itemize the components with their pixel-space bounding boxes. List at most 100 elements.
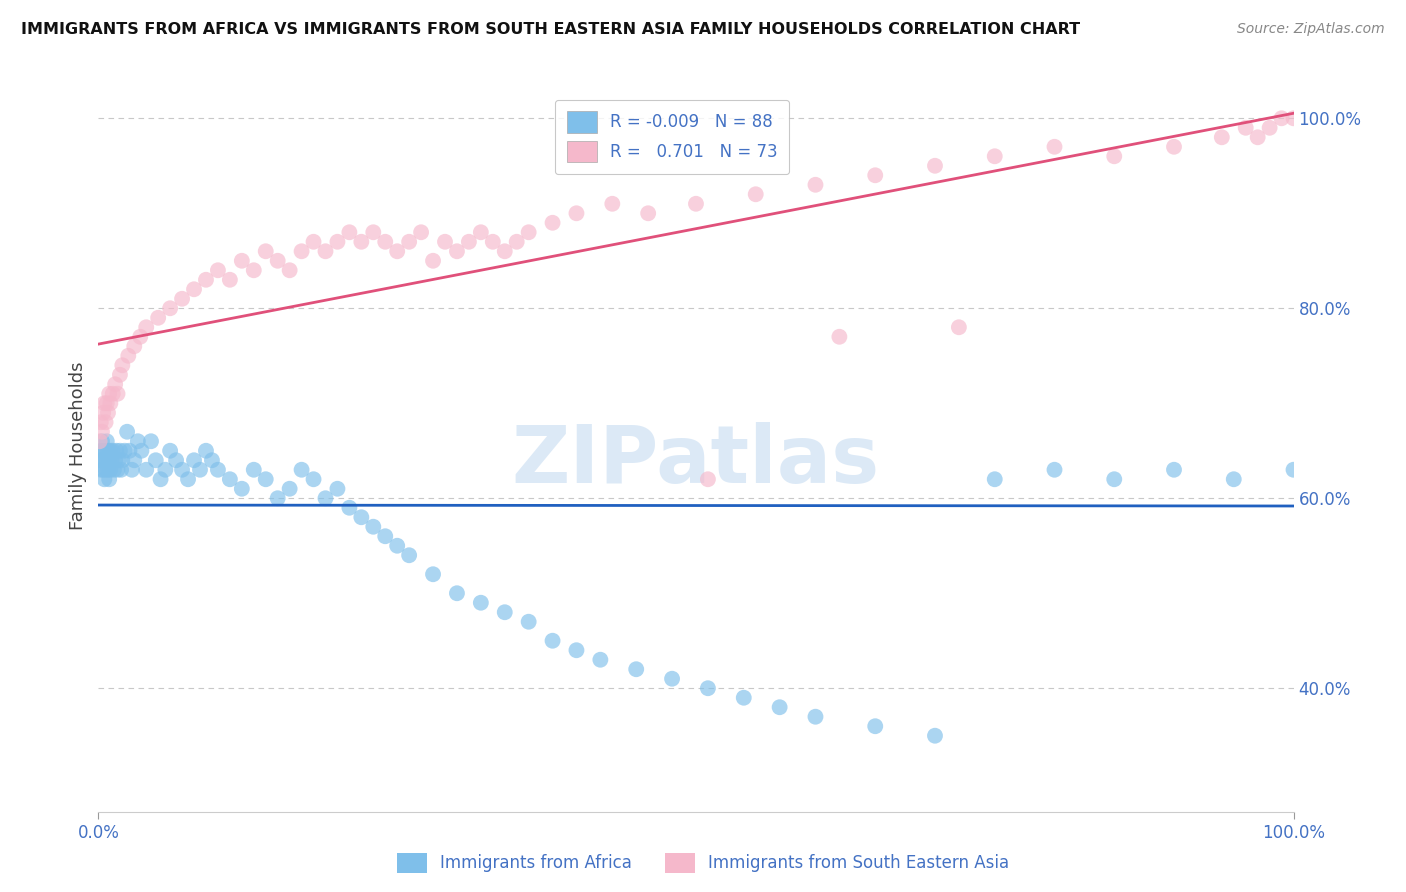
- Point: [745, 187, 768, 202]
- Point: [96, 434, 118, 449]
- Point: [94, 443, 117, 458]
- Text: Source: ZipAtlas.com: Source: ZipAtlas.com: [1237, 22, 1385, 37]
- Point: [446, 244, 468, 259]
- Point: [89, 434, 111, 449]
- Point: [107, 453, 129, 467]
- Point: [243, 263, 266, 277]
- Point: [94, 415, 117, 429]
- Point: [131, 443, 153, 458]
- Point: [93, 396, 115, 410]
- Point: [589, 653, 612, 667]
- Point: [254, 244, 277, 259]
- Point: [124, 453, 146, 467]
- Point: [363, 520, 385, 534]
- Point: [315, 244, 337, 259]
- Point: [98, 472, 121, 486]
- Point: [201, 453, 224, 467]
- Point: [93, 472, 115, 486]
- Point: [541, 633, 564, 648]
- Point: [231, 253, 253, 268]
- Point: [100, 453, 122, 467]
- Point: [1043, 463, 1066, 477]
- Point: [231, 482, 253, 496]
- Y-axis label: Family Households: Family Households: [69, 362, 87, 530]
- Point: [302, 235, 325, 249]
- Point: [1163, 140, 1185, 154]
- Point: [118, 443, 141, 458]
- Point: [278, 482, 301, 496]
- Point: [768, 700, 790, 714]
- Point: [481, 235, 505, 249]
- Point: [984, 149, 1007, 163]
- Point: [103, 463, 125, 477]
- Point: [183, 282, 205, 296]
- Point: [422, 567, 444, 582]
- Text: ZIPatlas: ZIPatlas: [512, 422, 880, 500]
- Point: [90, 415, 112, 429]
- Point: [267, 491, 290, 506]
- Point: [254, 472, 277, 486]
- Point: [98, 463, 122, 477]
- Point: [541, 216, 564, 230]
- Point: [267, 253, 290, 268]
- Point: [97, 406, 120, 420]
- Point: [97, 463, 120, 477]
- Point: [494, 605, 516, 619]
- Point: [1258, 120, 1281, 135]
- Point: [302, 472, 325, 486]
- Point: [398, 548, 420, 562]
- Point: [207, 263, 229, 277]
- Point: [291, 463, 314, 477]
- Point: [565, 206, 588, 220]
- Point: [108, 443, 131, 458]
- Point: [195, 443, 218, 458]
- Point: [326, 482, 349, 496]
- Point: [446, 586, 468, 600]
- Point: [470, 596, 492, 610]
- Point: [733, 690, 755, 705]
- Point: [350, 510, 373, 524]
- Point: [828, 330, 851, 344]
- Point: [98, 453, 121, 467]
- Point: [1104, 149, 1126, 163]
- Point: [115, 425, 138, 439]
- Point: [111, 358, 134, 372]
- Point: [91, 406, 114, 420]
- Point: [145, 453, 167, 467]
- Point: [458, 235, 481, 249]
- Point: [494, 244, 516, 259]
- Point: [278, 263, 301, 277]
- Point: [1282, 112, 1305, 126]
- Point: [207, 463, 229, 477]
- Point: [127, 434, 149, 449]
- Point: [385, 244, 409, 259]
- Point: [129, 330, 152, 344]
- Point: [94, 463, 117, 477]
- Point: [91, 425, 114, 439]
- Point: [339, 225, 361, 239]
- Point: [948, 320, 970, 334]
- Point: [411, 225, 433, 239]
- Point: [1104, 472, 1126, 486]
- Point: [685, 196, 707, 211]
- Point: [111, 453, 134, 467]
- Point: [1223, 472, 1246, 486]
- Point: [91, 443, 114, 458]
- Point: [135, 463, 157, 477]
- Legend: Immigrants from Africa, Immigrants from South Eastern Asia: Immigrants from Africa, Immigrants from …: [389, 847, 1017, 880]
- Point: [1282, 463, 1305, 477]
- Point: [1211, 130, 1233, 145]
- Point: [91, 453, 114, 467]
- Point: [165, 453, 187, 467]
- Point: [661, 672, 683, 686]
- Point: [98, 443, 122, 458]
- Point: [1247, 130, 1270, 145]
- Point: [195, 273, 218, 287]
- Point: [697, 472, 720, 486]
- Point: [107, 463, 129, 477]
- Point: [506, 235, 529, 249]
- Point: [517, 615, 540, 629]
- Point: [363, 225, 385, 239]
- Point: [148, 310, 170, 325]
- Point: [219, 472, 242, 486]
